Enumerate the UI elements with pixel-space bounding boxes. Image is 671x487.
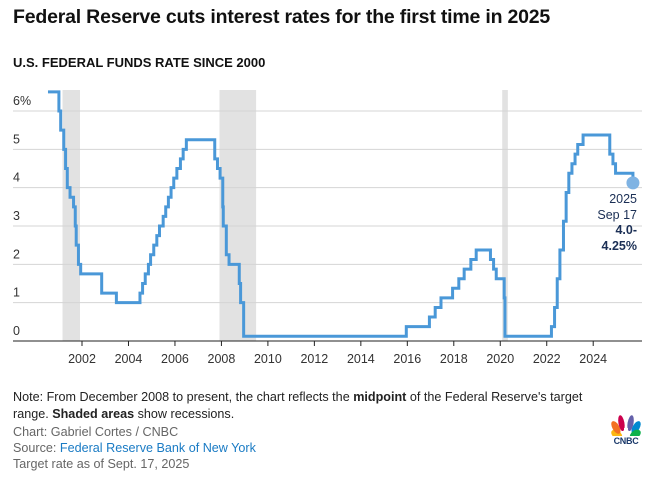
x-tick-label: 2020	[486, 352, 514, 366]
target-rate-note: Target rate as of Sept. 17, 2025	[13, 457, 190, 471]
recession-band	[219, 90, 257, 341]
latest-rate-dot	[626, 176, 640, 190]
note-text: of the Federal Reserve's target range.	[13, 390, 583, 421]
chart-source: Source: Federal Reserve Bank of New York	[13, 441, 256, 455]
recession-band	[62, 90, 80, 341]
chart-title: Federal Reserve cuts interest rates for …	[13, 6, 551, 28]
x-tick-label: 2010	[254, 352, 282, 366]
x-tick-label: 2004	[115, 352, 143, 366]
x-tick-label: 2002	[68, 352, 96, 366]
annotation-rate-high: 4.25%	[602, 239, 637, 253]
note-text: Note: From December 2008 to present, the…	[13, 390, 354, 404]
y-tick-label: 1	[13, 286, 20, 300]
fed-funds-rate-line	[47, 90, 635, 338]
annotation-year: 2025	[609, 192, 637, 206]
gridlines	[13, 110, 642, 304]
chart-note: Note: From December 2008 to present, the…	[13, 389, 603, 423]
cnbc-logo: CNBC	[608, 414, 644, 448]
annotation-rate-low: 4.0-	[615, 223, 637, 237]
peacock-icon	[611, 415, 641, 436]
x-tick-label: 2012	[300, 352, 328, 366]
x-tick-label: 2018	[440, 352, 468, 366]
x-tick-label: 2014	[347, 352, 375, 366]
chart-credit: Chart: Gabriel Cortes / CNBC	[13, 425, 179, 439]
note-bold-shaded: Shaded areas	[52, 407, 135, 421]
y-tick-label: 4	[13, 171, 20, 185]
x-tick-label: 2006	[161, 352, 189, 366]
y-tick-label: 3	[13, 209, 20, 223]
x-axis-ticks: 2002 2004 2006 2008 2010 2012 2014 2016 2018 2020…	[68, 341, 607, 366]
y-axis-labels: 0 1 2 3 4 5 6%	[13, 94, 31, 338]
note-text: show recessions.	[134, 407, 235, 421]
y-tick-label: 2	[13, 247, 20, 261]
x-tick-label: 2022	[533, 352, 561, 366]
source-link[interactable]: Federal Reserve Bank of New York	[59, 441, 256, 455]
annotation-date: Sep 17	[597, 208, 637, 222]
source-label: Source:	[13, 441, 60, 455]
x-tick-label: 2016	[393, 352, 421, 366]
recession-band	[502, 90, 508, 341]
y-tick-label: 6%	[13, 94, 31, 108]
y-tick-label: 0	[13, 324, 20, 338]
note-bold-midpoint: midpoint	[353, 390, 407, 404]
x-tick-label: 2008	[208, 352, 236, 366]
chart-subtitle: U.S. FEDERAL FUNDS RATE SINCE 2000	[13, 55, 266, 70]
y-tick-label: 5	[13, 132, 20, 146]
cnbc-wordmark: CNBC	[613, 436, 639, 446]
x-tick-label: 2024	[579, 352, 607, 366]
